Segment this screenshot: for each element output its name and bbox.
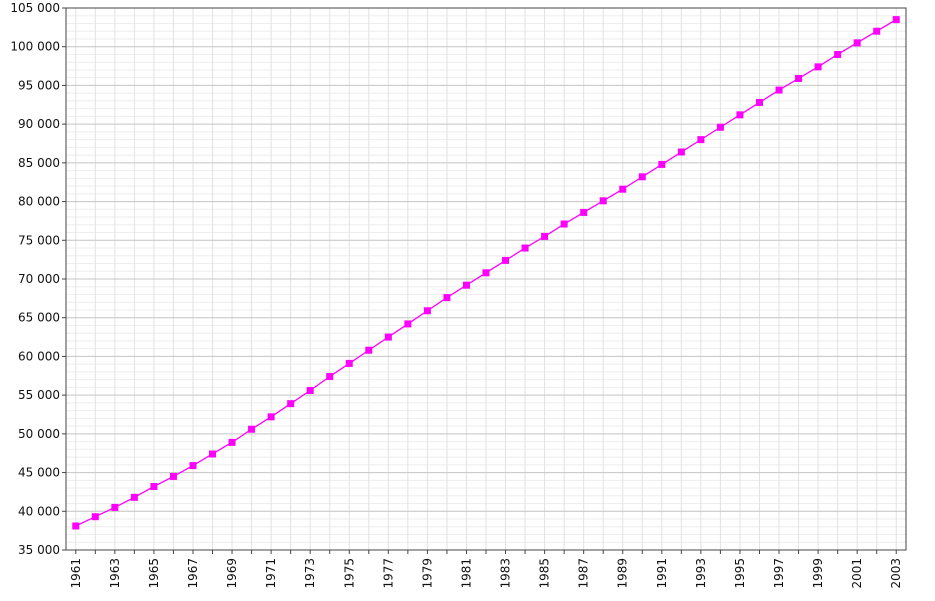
y-tick-label: 55 000 (18, 388, 60, 402)
x-tick-label: 1987 (577, 558, 591, 589)
data-point (248, 425, 256, 433)
data-point (482, 269, 490, 277)
data-point (638, 173, 646, 181)
data-point (169, 472, 177, 480)
data-point (502, 256, 510, 264)
data-point (853, 39, 861, 47)
data-point (91, 513, 99, 521)
x-tick-label: 1961 (69, 558, 83, 589)
data-point (72, 522, 80, 530)
x-tick-label: 1981 (459, 558, 473, 589)
y-tick-label: 65 000 (18, 311, 60, 325)
data-point (775, 86, 783, 94)
x-tick-label: 2003 (889, 558, 903, 589)
plot-area-frame (65, 7, 907, 551)
x-tick-label: 1965 (147, 558, 161, 589)
data-point (326, 373, 334, 381)
x-tick-label: 1967 (186, 558, 200, 589)
data-point (736, 111, 744, 119)
y-tick-label: 95 000 (18, 78, 60, 92)
x-tick-label: 1989 (616, 558, 630, 589)
y-tick-label: 35 000 (18, 543, 60, 557)
data-point (619, 185, 627, 193)
x-tick-label: 1985 (538, 558, 552, 589)
x-axis-tick-labels: 1961 1963 1965 1967 1969 1971 1973 1975 1977 1979… (69, 558, 903, 589)
y-tick-label: 85 000 (18, 156, 60, 170)
data-point (892, 16, 900, 24)
data-point (521, 244, 529, 252)
data-point (560, 220, 568, 228)
data-point (228, 438, 236, 446)
x-tick-label: 1977 (381, 558, 395, 589)
data-point (306, 386, 314, 394)
y-tick-label: 50 000 (18, 427, 60, 441)
y-tick-label: 70 000 (18, 272, 60, 286)
data-point (755, 98, 763, 106)
data-point (365, 346, 373, 354)
x-tick-label: 1991 (655, 558, 669, 589)
x-tick-label: 1979 (420, 558, 434, 589)
x-tick-label: 1963 (108, 558, 122, 589)
data-point (834, 50, 842, 58)
x-tick-label: 1971 (264, 558, 278, 589)
x-tick-label: 1997 (772, 558, 786, 589)
data-point (697, 136, 705, 144)
y-tick-label: 100 000 (10, 40, 60, 54)
data-point (580, 208, 588, 216)
data-point (189, 462, 197, 470)
x-tick-label: 1993 (694, 558, 708, 589)
data-point (130, 493, 138, 501)
data-point (814, 63, 822, 71)
y-tick-label: 60 000 (18, 349, 60, 363)
x-tick-label: 1995 (733, 558, 747, 589)
series-markers (72, 16, 900, 530)
data-point (677, 148, 685, 156)
y-tick-label: 80 000 (18, 195, 60, 209)
y-tick-label: 90 000 (18, 117, 60, 131)
data-point (150, 483, 158, 491)
data-point (384, 333, 392, 341)
y-tick-label: 105 000 (10, 1, 60, 15)
data-point (209, 450, 217, 458)
x-tick-label: 1999 (811, 558, 825, 589)
x-tick-label: 1983 (499, 558, 513, 589)
x-tick-label: 1975 (342, 558, 356, 589)
x-tick-label: 2001 (850, 558, 864, 589)
y-axis-tick-labels: 35 000 40 000 45 000 50 000 55 000 60 000 65 0… (10, 1, 60, 557)
data-point (462, 281, 470, 289)
data-point (404, 320, 412, 328)
data-point (716, 123, 724, 131)
data-point (287, 400, 295, 408)
data-point (111, 503, 119, 511)
data-point (599, 197, 607, 205)
x-tick-label: 1969 (225, 558, 239, 589)
data-point (267, 413, 275, 421)
data-point (423, 307, 431, 315)
y-tick-label: 75 000 (18, 233, 60, 247)
data-point (345, 359, 353, 367)
data-point (658, 160, 666, 168)
x-tick-label: 1973 (303, 558, 317, 589)
y-tick-label: 40 000 (18, 504, 60, 518)
data-point (795, 74, 803, 82)
data-point (443, 294, 451, 302)
data-point (541, 232, 549, 240)
grid-lines (62, 7, 906, 554)
y-tick-label: 45 000 (18, 466, 60, 480)
data-point (873, 27, 881, 35)
